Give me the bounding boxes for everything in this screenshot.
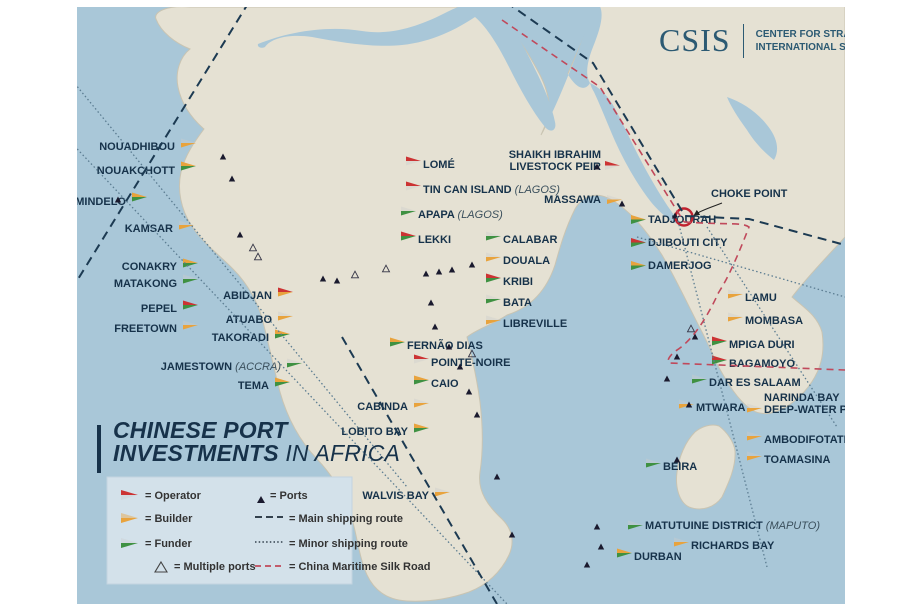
svg-text:DAR ES SALAAM: DAR ES SALAAM (709, 377, 801, 389)
svg-text:ABIDJAN: ABIDJAN (223, 290, 272, 302)
svg-text:LIBREVILLE: LIBREVILLE (503, 318, 567, 330)
svg-text:MOMBASA: MOMBASA (745, 315, 803, 327)
svg-text:CHOKE POINT: CHOKE POINT (711, 188, 788, 200)
svg-text:LOMÉ: LOMÉ (423, 158, 455, 171)
svg-text:DEEP-WATER PORT: DEEP-WATER PORT (764, 404, 845, 416)
svg-text:DURBAN: DURBAN (634, 551, 682, 563)
svg-text:APAPA (LAGOS): APAPA (LAGOS) (418, 209, 503, 221)
svg-text:PEPEL: PEPEL (141, 303, 177, 315)
svg-text:BATA: BATA (503, 297, 532, 309)
svg-text:TIN CAN ISLAND (LAGOS): TIN CAN ISLAND (LAGOS) (423, 184, 560, 196)
svg-text:= China Maritime Silk Road: = China Maritime Silk Road (289, 561, 431, 573)
svg-text:= Minor shipping route: = Minor shipping route (289, 538, 408, 550)
svg-text:MTWARA: MTWARA (696, 402, 746, 414)
svg-text:LEKKI: LEKKI (418, 234, 451, 246)
svg-text:MPIGA DURI: MPIGA DURI (729, 339, 795, 351)
svg-text:WALVIS BAY: WALVIS BAY (362, 490, 429, 502)
svg-text:RICHARDS BAY: RICHARDS BAY (691, 540, 775, 552)
svg-text:SHAIKH IBRAHIM: SHAIKH IBRAHIM (509, 149, 601, 161)
svg-text:MASSAWA: MASSAWA (544, 194, 601, 206)
svg-text:NOUADHIBOU: NOUADHIBOU (99, 141, 175, 153)
svg-text:MATUTUINE DISTRICT (MAPUTO): MATUTUINE DISTRICT (MAPUTO) (645, 520, 820, 532)
svg-text:LAMU: LAMU (745, 292, 777, 304)
svg-text:= Funder: = Funder (145, 538, 192, 550)
svg-text:TEMA: TEMA (238, 380, 269, 392)
svg-text:AMBODIFOTATRA (NOSY BORAHA): AMBODIFOTATRA (NOSY BORAHA) (764, 434, 845, 446)
svg-text:LIVESTOCK PEIR: LIVESTOCK PEIR (510, 161, 602, 173)
svg-text:NOUAKCHOTT: NOUAKCHOTT (97, 165, 175, 177)
svg-text:= Ports: = Ports (270, 490, 308, 502)
svg-text:= Multiple ports: = Multiple ports (174, 561, 256, 573)
svg-text:FERNÃO DIAS: FERNÃO DIAS (407, 339, 483, 352)
svg-text:FREETOWN: FREETOWN (114, 323, 177, 335)
svg-text:= Operator: = Operator (145, 490, 202, 502)
svg-text:TAKORADI: TAKORADI (212, 332, 269, 344)
svg-text:NARINDA BAY: NARINDA BAY (764, 392, 840, 404)
svg-text:= Main shipping route: = Main shipping route (289, 513, 403, 525)
svg-text:KRIBI: KRIBI (503, 276, 533, 288)
svg-text:DJIBOUTI CITY: DJIBOUTI CITY (648, 237, 728, 249)
svg-text:= Builder: = Builder (145, 513, 193, 525)
svg-text:DAMERJOG: DAMERJOG (648, 260, 712, 272)
svg-text:DOUALA: DOUALA (503, 255, 550, 267)
svg-text:CALABAR: CALABAR (503, 234, 557, 246)
svg-text:MATAKONG: MATAKONG (114, 278, 177, 290)
svg-text:BEIRA: BEIRA (663, 461, 697, 473)
svg-text:CAIO: CAIO (431, 378, 459, 390)
svg-text:JAMESTOWN (ACCRA): JAMESTOWN (ACCRA) (161, 361, 282, 373)
svg-text:POINTE-NOIRE: POINTE-NOIRE (431, 357, 510, 369)
svg-text:CONAKRY: CONAKRY (122, 261, 178, 273)
svg-text:TOAMASINA: TOAMASINA (764, 454, 830, 466)
